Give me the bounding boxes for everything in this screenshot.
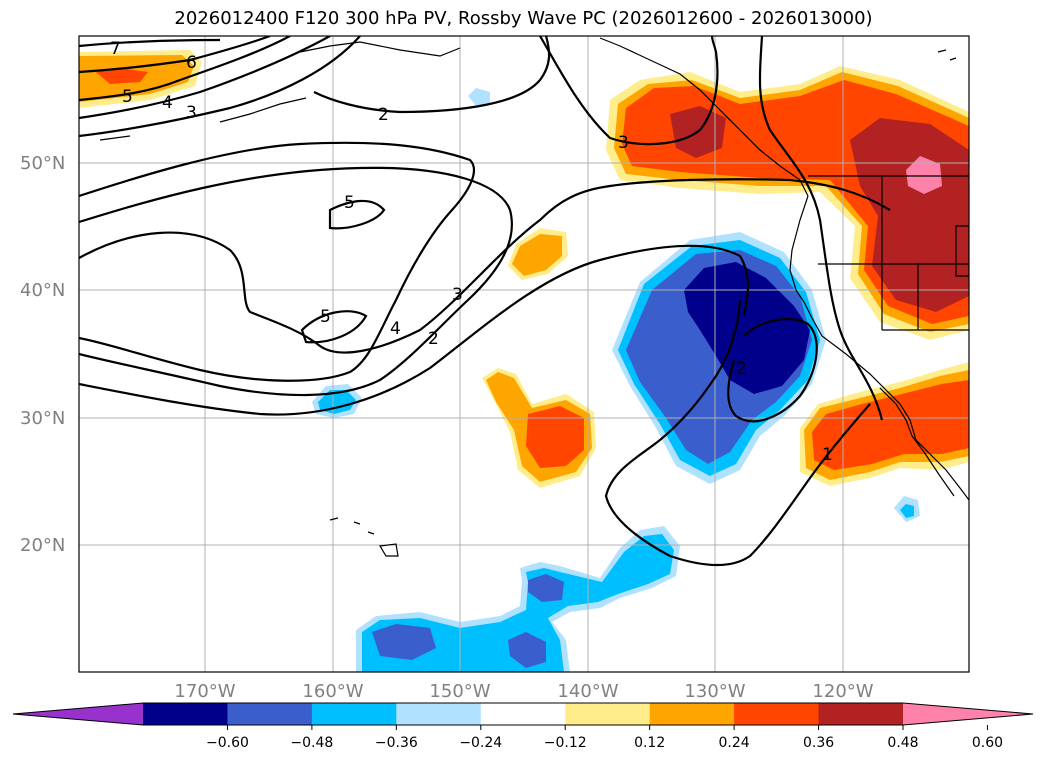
state-borders — [818, 176, 969, 331]
contour-label-2: 2 — [378, 105, 389, 125]
contour-label-2c: 2 — [736, 359, 747, 379]
colorbar-tick-label: 0.36 — [803, 735, 834, 751]
lat-label-30n: 30°N — [20, 408, 65, 429]
contour-2-mid — [79, 178, 891, 354]
lon-label-130w: 130°W — [684, 681, 745, 702]
contour-label-5: 5 — [122, 87, 133, 107]
contour-label-3c: 3 — [618, 133, 629, 153]
colorbar-extend-high — [903, 703, 1033, 725]
contour-3-mid — [79, 166, 513, 397]
latitude-labels: 50°N 40°N 30°N 20°N — [20, 153, 65, 556]
colorbar-extend-low — [13, 703, 143, 725]
contour-label-3: 3 — [186, 103, 197, 123]
negative-anomaly-south-blue-a — [372, 624, 436, 660]
colorbar-segment — [565, 703, 651, 725]
longitude-labels: 170°W 160°W 150°W 140°W 130°W 120°W — [174, 681, 873, 702]
colorbar-tick-label: −0.12 — [544, 735, 587, 751]
lat-label-40n: 40°N — [20, 280, 65, 301]
positive-anomaly-ne-pink — [906, 156, 942, 194]
contour-3-ne — [539, 36, 719, 146]
contour-5-high-a — [328, 199, 386, 230]
lat-label-20n: 20°N — [20, 535, 65, 556]
negative-anomaly-south-cyan — [362, 534, 674, 672]
small-island — [937, 49, 957, 61]
pv-anomaly-shading — [79, 50, 969, 672]
lon-label-140w: 140°W — [557, 681, 618, 702]
contour-label-5b: 5 — [320, 307, 331, 327]
pv-contours — [79, 36, 891, 567]
contour-4-mid — [79, 141, 476, 382]
colorbar-segment — [818, 703, 904, 725]
contour-label-5a: 5 — [344, 193, 355, 213]
negative-anomaly-small-a-inner — [318, 390, 356, 414]
colorbar-outline — [12, 702, 1034, 726]
lat-label-50n: 50°N — [20, 153, 65, 174]
colorbar-segment — [396, 703, 482, 725]
baja-coast — [879, 387, 955, 497]
colorbar-segment — [649, 703, 735, 725]
contour-4-north — [79, 36, 331, 120]
colorbar: −0.60 −0.48 −0.36 −0.24 −0.12 0.12 0.24 0.36 0.4… — [12, 702, 1034, 751]
bc-coast — [599, 37, 809, 197]
colorbar-tick-label: −0.24 — [459, 735, 502, 751]
colorbar-tick-label: −0.48 — [290, 735, 333, 751]
contour-label-1: 1 — [822, 445, 833, 465]
contour-5-high-b — [300, 310, 368, 344]
contour-labels: 7 6 5 4 3 2 5 5 4 3 2 3 2 1 — [110, 39, 833, 465]
contour-2-low — [727, 318, 818, 423]
colorbar-segment — [143, 703, 228, 725]
lon-label-160w: 160°W — [302, 681, 363, 702]
coastlines — [99, 37, 969, 557]
negative-anomaly-small-b — [468, 88, 490, 108]
hawaii — [329, 517, 399, 557]
colorbar-segment — [227, 703, 313, 725]
contour-label-4: 4 — [162, 93, 173, 113]
colorbar-segment — [734, 703, 820, 725]
positive-anomaly-mid-a-inner — [512, 234, 562, 276]
contour-label-4b: 4 — [390, 319, 401, 339]
negative-anomaly-south-blue-b — [508, 632, 546, 668]
colorbar-tick-label: 0.24 — [719, 735, 750, 751]
colorbar-segment — [311, 703, 397, 725]
positive-anomaly-nw-core — [96, 68, 148, 84]
alaska-coast — [99, 41, 461, 141]
colorbar-tick-label: 0.48 — [887, 735, 918, 751]
lon-label-170w: 170°W — [174, 681, 235, 702]
map-title: 2026012400 F120 300 hPa PV, Rossby Wave … — [174, 8, 873, 29]
contour-label-7: 7 — [110, 39, 121, 59]
contour-7 — [79, 38, 221, 48]
contour-label-3b: 3 — [452, 285, 463, 305]
colorbar-tick-label: 0.12 — [634, 735, 665, 751]
negative-anomaly-small-c-inner — [900, 504, 914, 518]
contour-6 — [79, 36, 271, 74]
colorbar-tick-label: 0.60 — [972, 735, 1003, 751]
contour-label-6: 6 — [186, 53, 197, 73]
contour-2-north — [313, 36, 551, 114]
colorbar-tick-label: −0.36 — [375, 735, 418, 751]
map-frame — [78, 35, 970, 673]
contour-label-2b: 2 — [428, 329, 439, 349]
positive-anomaly-mid-b-red — [526, 406, 584, 468]
positive-anomaly-se-red — [812, 380, 969, 470]
colorbar-tick-label: −0.60 — [206, 735, 249, 751]
contour-2-ne — [758, 36, 884, 421]
contour-2-inner — [79, 244, 750, 416]
contour-3-north — [79, 36, 361, 138]
lon-label-150w: 150°W — [429, 681, 490, 702]
contour-1 — [604, 299, 871, 567]
lon-label-120w: 120°W — [812, 681, 873, 702]
colorbar-segment — [480, 703, 566, 725]
negative-anomaly-south-blue-c — [528, 574, 564, 602]
contour-5-north — [79, 36, 291, 102]
